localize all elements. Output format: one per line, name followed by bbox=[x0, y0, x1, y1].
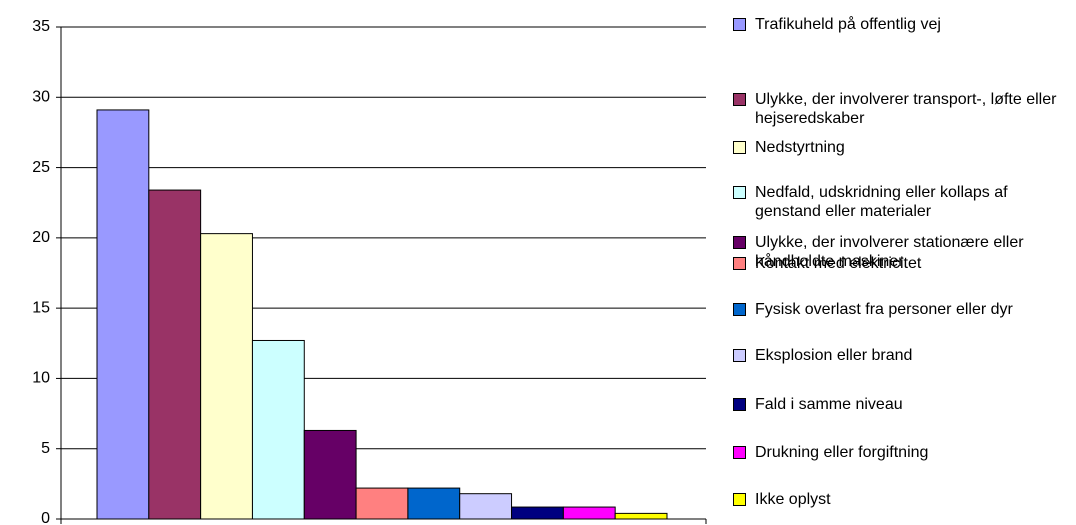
legend-swatch bbox=[733, 398, 746, 411]
y-tick-label: 30 bbox=[32, 89, 50, 106]
legend-label: Fald i samme niveau bbox=[755, 396, 903, 413]
y-tick-label: 0 bbox=[41, 510, 50, 525]
legend-swatch bbox=[733, 493, 746, 506]
bar bbox=[303, 429, 357, 520]
legend-swatch bbox=[733, 18, 746, 31]
y-tick-label: 35 bbox=[32, 18, 50, 35]
bar bbox=[459, 493, 513, 520]
y-tick-label: 20 bbox=[32, 229, 50, 246]
bar bbox=[614, 512, 668, 520]
bar bbox=[96, 109, 150, 520]
bar bbox=[511, 506, 564, 520]
legend-label: Drukning eller forgiftning bbox=[755, 444, 929, 461]
legend-swatch bbox=[733, 186, 746, 199]
legend-swatch bbox=[733, 446, 746, 459]
legend-label: Ulykke, der involverer stationære eller … bbox=[755, 234, 1024, 270]
legend-label: Kontakt med elektricitet bbox=[755, 255, 922, 272]
bar bbox=[251, 339, 305, 520]
legend-swatch bbox=[733, 93, 746, 106]
legend-swatch bbox=[733, 236, 746, 249]
legend-label: Ulykke, der involverer transport-, løfte… bbox=[755, 91, 1057, 127]
legend-label: Nedfald, udskridning eller kollaps af ge… bbox=[755, 184, 1008, 220]
y-tick-label: 5 bbox=[41, 440, 50, 457]
bar bbox=[562, 506, 616, 520]
legend-swatch bbox=[733, 303, 746, 316]
bar bbox=[200, 233, 253, 520]
y-tick-label: 10 bbox=[32, 370, 50, 387]
bar bbox=[355, 487, 409, 520]
y-tick-label: 15 bbox=[32, 299, 50, 316]
legend-label: Trafikuheld på offentlig vej bbox=[755, 16, 941, 33]
legend-swatch bbox=[733, 141, 746, 154]
bar bbox=[407, 487, 461, 520]
legend-label: Nedstyrtning bbox=[755, 139, 845, 156]
legend-swatch bbox=[733, 349, 746, 362]
legend-swatch bbox=[733, 257, 746, 270]
y-tick-label: 25 bbox=[32, 159, 50, 176]
legend-label: Fysisk overlast fra personer eller dyr bbox=[755, 301, 1013, 318]
legend-label: Eksplosion eller brand bbox=[755, 347, 913, 364]
legend-label: Ikke oplyst bbox=[755, 491, 831, 508]
bar bbox=[148, 189, 202, 520]
